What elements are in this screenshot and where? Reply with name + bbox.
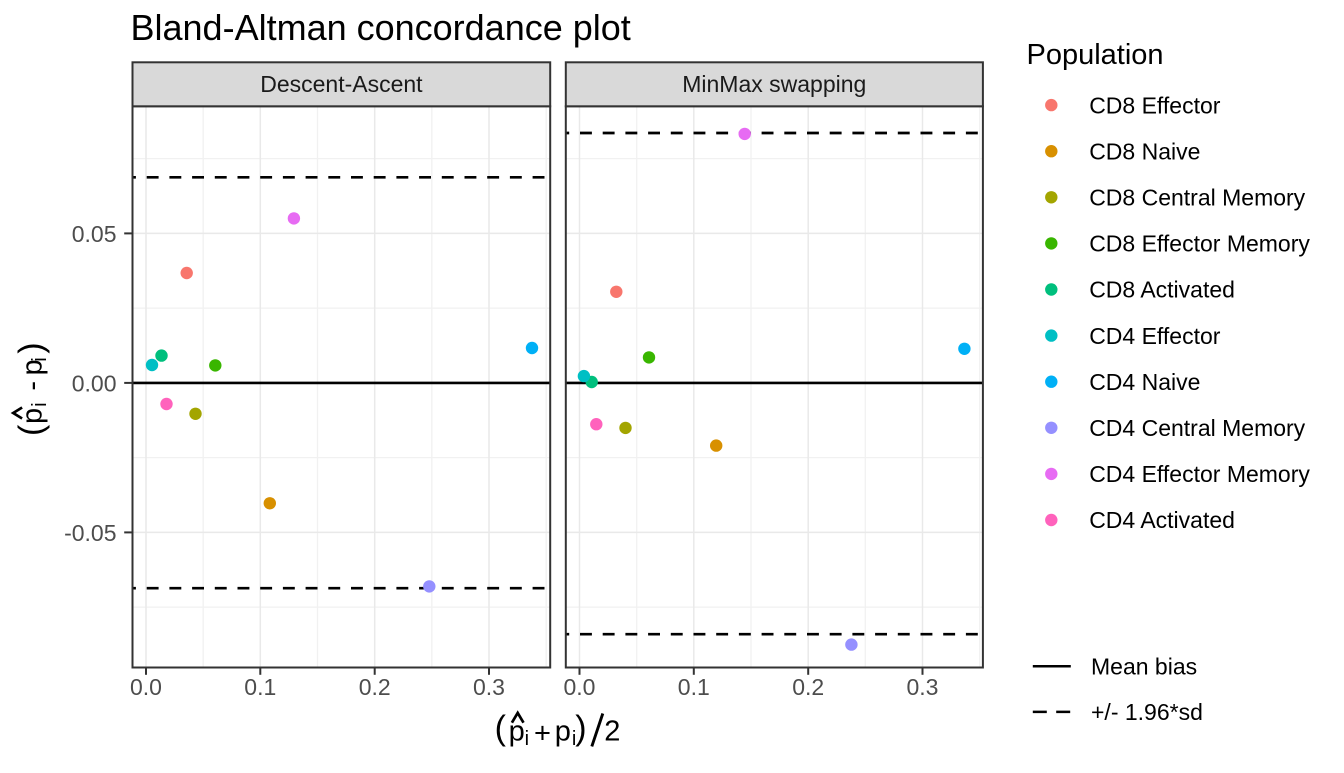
svg-text:CD8 Activated: CD8 Activated — [1089, 277, 1235, 303]
svg-text:i: i — [29, 402, 51, 406]
svg-text:Population: Population — [1027, 39, 1164, 71]
svg-text:(: ( — [495, 710, 507, 748]
svg-text:-: - — [17, 381, 49, 391]
svg-text:0.2: 0.2 — [792, 674, 824, 700]
svg-text:0.0: 0.0 — [130, 674, 162, 700]
svg-text:0.1: 0.1 — [244, 674, 276, 700]
svg-text:0.00: 0.00 — [72, 371, 117, 397]
svg-text:p: p — [17, 359, 49, 375]
svg-text:): ) — [13, 342, 51, 353]
svg-text:CD4 Naive: CD4 Naive — [1089, 369, 1200, 395]
svg-text:i: i — [525, 728, 529, 750]
svg-text:2: 2 — [604, 716, 620, 748]
svg-text:(: ( — [13, 424, 51, 436]
svg-text:0.2: 0.2 — [359, 674, 391, 700]
svg-text:CD8 Naive: CD8 Naive — [1089, 138, 1200, 164]
svg-text:0.3: 0.3 — [473, 674, 505, 700]
svg-text:i: i — [29, 357, 51, 361]
svg-text:Mean bias: Mean bias — [1091, 654, 1197, 680]
svg-text:0.05: 0.05 — [72, 221, 117, 247]
svg-text:CD4 Effector Memory: CD4 Effector Memory — [1089, 461, 1310, 487]
svg-text:p: p — [509, 716, 525, 748]
svg-text:CD8 Central Memory: CD8 Central Memory — [1089, 185, 1305, 211]
svg-text:MinMax swapping: MinMax swapping — [682, 71, 866, 97]
svg-text:+: + — [534, 718, 551, 750]
svg-text:+/- 1.96*sd: +/- 1.96*sd — [1091, 699, 1203, 725]
svg-text:): ) — [575, 710, 586, 748]
svg-text:CD8 Effector Memory: CD8 Effector Memory — [1089, 231, 1310, 257]
svg-text:0.0: 0.0 — [564, 674, 596, 700]
svg-text:CD8 Effector: CD8 Effector — [1089, 92, 1221, 118]
svg-text:0.3: 0.3 — [907, 674, 939, 700]
svg-text:0.1: 0.1 — [678, 674, 710, 700]
svg-text:-0.05: -0.05 — [64, 520, 116, 546]
svg-text:CD4 Central Memory: CD4 Central Memory — [1089, 415, 1305, 441]
svg-text:Descent-Ascent: Descent-Ascent — [260, 71, 423, 97]
svg-text:Bland-Altman concordance plot: Bland-Altman concordance plot — [131, 7, 631, 48]
svg-text:CD4 Activated: CD4 Activated — [1089, 507, 1235, 533]
svg-text:p: p — [555, 716, 571, 748]
svg-text:i: i — [572, 728, 576, 750]
svg-text:p: p — [17, 408, 49, 424]
svg-text:CD4 Effector: CD4 Effector — [1089, 323, 1221, 349]
